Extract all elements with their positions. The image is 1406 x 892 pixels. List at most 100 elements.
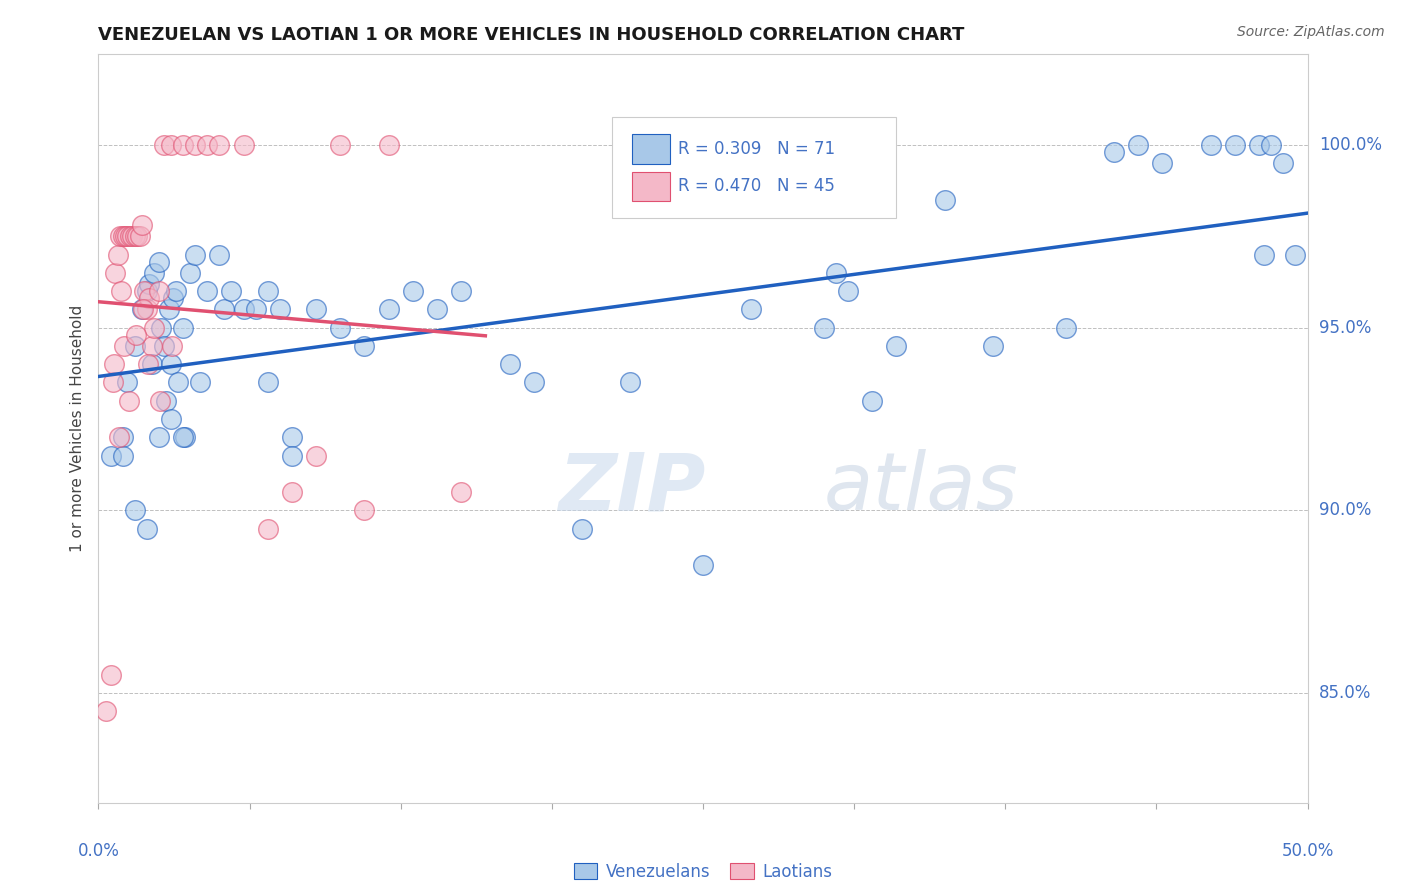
Point [1284, 247, 1306, 261]
Point [104, 266, 127, 280]
Point [135, 302, 157, 317]
Point [281, 430, 304, 444]
Point [981, 339, 1004, 353]
Point [160, 339, 183, 353]
Point [305, 302, 328, 317]
Point [740, 302, 762, 317]
Text: R = 0.470   N = 45: R = 0.470 N = 45 [678, 178, 835, 195]
Text: atlas: atlas [824, 449, 1019, 527]
Point [125, 328, 148, 343]
Point [377, 137, 399, 152]
Point [1102, 145, 1125, 160]
Text: VENEZUELAN VS LAOTIAN 1 OR MORE VEHICLES IN HOUSEHOLD CORRELATION CHART: VENEZUELAN VS LAOTIAN 1 OR MORE VEHICLES… [98, 26, 965, 44]
Point [111, 449, 134, 463]
Point [148, 255, 170, 269]
Point [108, 430, 131, 444]
Point [860, 393, 883, 408]
Text: 95.0%: 95.0% [1319, 318, 1371, 336]
Point [1260, 137, 1282, 152]
Point [149, 393, 172, 408]
Point [152, 137, 174, 152]
Point [281, 485, 304, 500]
Point [825, 266, 848, 280]
Point [141, 339, 163, 353]
Point [138, 292, 160, 306]
Point [245, 302, 267, 317]
Point [195, 137, 218, 152]
Text: ZIP: ZIP [558, 449, 706, 527]
FancyBboxPatch shape [631, 135, 671, 163]
Point [1152, 156, 1174, 170]
Point [179, 266, 201, 280]
Point [162, 292, 184, 306]
Point [131, 219, 153, 233]
Point [94, 705, 117, 719]
Point [232, 302, 254, 317]
Point [402, 284, 425, 298]
Point [256, 376, 278, 390]
Point [172, 137, 194, 152]
Point [619, 376, 641, 390]
Point [124, 229, 146, 244]
Text: Source: ZipAtlas.com: Source: ZipAtlas.com [1237, 25, 1385, 39]
Point [100, 668, 122, 682]
Point [269, 302, 291, 317]
Point [152, 339, 174, 353]
Text: R = 0.309   N = 71: R = 0.309 N = 71 [678, 140, 835, 158]
Point [221, 284, 243, 298]
Point [118, 393, 141, 408]
Point [813, 320, 835, 334]
Point [157, 302, 180, 317]
Point [523, 376, 546, 390]
Point [208, 247, 231, 261]
Point [124, 503, 146, 517]
Point [886, 339, 908, 353]
Point [117, 376, 139, 390]
Point [143, 266, 166, 280]
Point [141, 357, 163, 371]
Point [118, 229, 141, 244]
Point [117, 229, 139, 244]
Point [184, 137, 207, 152]
Point [1054, 320, 1077, 334]
Point [256, 522, 278, 536]
Point [100, 449, 122, 463]
Point [101, 376, 124, 390]
Text: 85.0%: 85.0% [1319, 684, 1371, 702]
Point [426, 302, 449, 317]
Point [329, 137, 352, 152]
Point [136, 357, 159, 371]
Point [692, 558, 714, 573]
Point [160, 412, 183, 426]
Point [134, 284, 156, 298]
Point [188, 376, 211, 390]
Point [1249, 137, 1271, 152]
Point [135, 284, 157, 298]
Point [121, 229, 143, 244]
Point [281, 449, 304, 463]
Point [305, 449, 328, 463]
Point [127, 229, 149, 244]
Point [1223, 137, 1246, 152]
Point [111, 430, 134, 444]
Legend: Venezuelans, Laotians: Venezuelans, Laotians [568, 856, 838, 888]
Point [143, 320, 166, 334]
FancyBboxPatch shape [631, 172, 671, 201]
Point [571, 522, 593, 536]
Point [256, 284, 278, 298]
Point [103, 357, 125, 371]
Point [212, 302, 235, 317]
Point [353, 503, 375, 517]
Text: 90.0%: 90.0% [1319, 501, 1371, 519]
Point [450, 485, 472, 500]
Point [174, 430, 197, 444]
Point [111, 229, 134, 244]
Point [114, 229, 136, 244]
Point [208, 137, 231, 152]
Point [167, 376, 190, 390]
Point [1253, 247, 1275, 261]
Point [148, 430, 170, 444]
Point [498, 357, 520, 371]
Point [165, 284, 187, 298]
Text: 0.0%: 0.0% [77, 842, 120, 860]
